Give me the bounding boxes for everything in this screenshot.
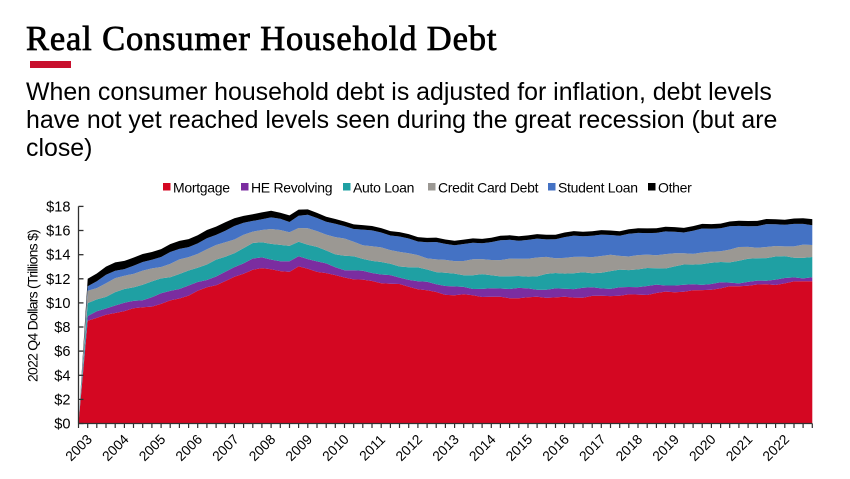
svg-text:$14: $14 xyxy=(46,248,70,264)
svg-text:Other: Other xyxy=(658,180,692,196)
svg-text:2004: 2004 xyxy=(99,431,132,464)
svg-text:$16: $16 xyxy=(46,224,70,240)
svg-text:2008: 2008 xyxy=(246,431,279,464)
svg-text:2007: 2007 xyxy=(209,432,241,464)
svg-text:$12: $12 xyxy=(46,272,70,288)
svg-text:2003: 2003 xyxy=(63,431,96,464)
svg-text:Mortgage: Mortgage xyxy=(173,180,230,196)
svg-text:2018: 2018 xyxy=(613,431,646,464)
svg-text:2014: 2014 xyxy=(466,431,499,464)
svg-text:2017: 2017 xyxy=(576,432,608,464)
svg-text:2016: 2016 xyxy=(540,431,573,464)
svg-text:$6: $6 xyxy=(54,344,70,360)
svg-text:2019: 2019 xyxy=(650,431,683,464)
svg-text:2015: 2015 xyxy=(503,431,536,464)
svg-text:2009: 2009 xyxy=(283,431,316,464)
svg-text:2020: 2020 xyxy=(686,431,719,464)
svg-text:$8: $8 xyxy=(54,320,70,336)
svg-text:2011: 2011 xyxy=(357,432,389,464)
svg-text:2005: 2005 xyxy=(136,431,169,464)
svg-text:2013: 2013 xyxy=(430,431,463,464)
svg-text:2022: 2022 xyxy=(760,432,792,464)
svg-text:2010: 2010 xyxy=(319,431,352,464)
svg-text:2012: 2012 xyxy=(393,432,425,464)
svg-text:Auto Loan: Auto Loan xyxy=(353,180,414,196)
svg-text:$2: $2 xyxy=(54,392,70,408)
svg-text:$10: $10 xyxy=(46,296,70,312)
svg-text:$4: $4 xyxy=(54,368,70,384)
svg-text:HE Revolving: HE Revolving xyxy=(251,180,332,196)
svg-text:2006: 2006 xyxy=(173,431,206,464)
svg-text:$0: $0 xyxy=(54,417,70,433)
svg-text:2021: 2021 xyxy=(723,432,755,464)
svg-text:Credit Card Debt: Credit Card Debt xyxy=(438,180,539,196)
svg-text:2022 Q4 Dollars (Trillions $): 2022 Q4 Dollars (Trillions $) xyxy=(25,230,41,382)
svg-text:Student Loan: Student Loan xyxy=(558,180,638,196)
svg-text:$18: $18 xyxy=(46,199,70,215)
